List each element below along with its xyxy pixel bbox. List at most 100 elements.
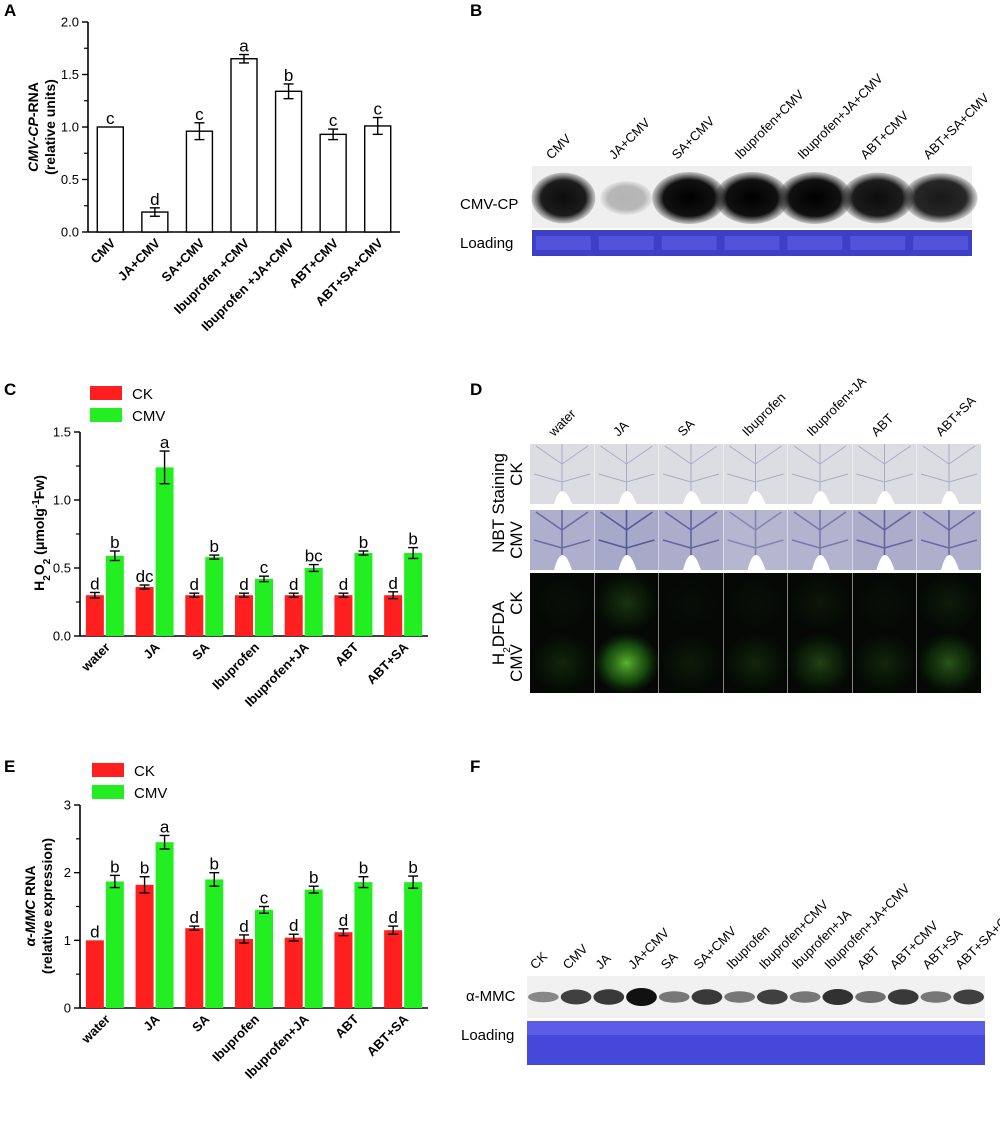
row-label-cmv: CMV <box>507 520 526 558</box>
fluorescence-signal <box>659 633 723 693</box>
blot-band <box>593 989 625 1005</box>
significance-letter: d <box>388 908 397 927</box>
bar-CK <box>334 595 353 636</box>
bar-CMV <box>304 568 323 636</box>
blot-band <box>757 989 788 1005</box>
bar-CK <box>85 595 104 636</box>
leaf-gap <box>876 555 895 570</box>
significance-letter: b <box>284 66 293 85</box>
fluorescence-signal <box>788 573 852 633</box>
blot-band <box>920 991 952 1003</box>
fluorescence-signal <box>594 573 659 633</box>
blot-band <box>715 172 789 224</box>
significance-letter: c <box>195 105 204 124</box>
significance-letter: c <box>329 111 338 130</box>
bar-value <box>230 58 258 233</box>
blot-band <box>560 989 592 1005</box>
significance-letter: b <box>309 868 318 887</box>
blot-band <box>652 172 727 224</box>
bar-CMV <box>105 555 124 636</box>
bar-CMV <box>354 882 373 1008</box>
loading-band <box>527 1021 985 1035</box>
fluorescence-tile <box>852 573 917 633</box>
row-label-ck: CK <box>507 591 526 615</box>
y-tick-label: 0.0 <box>61 225 79 240</box>
leaf-vein <box>533 510 591 570</box>
y-axis-label-part: -1 <box>31 499 42 508</box>
fluorescence-signal <box>530 633 594 693</box>
blot-band <box>822 989 854 1005</box>
bar-CMV <box>255 578 273 636</box>
legend-swatch <box>90 386 122 400</box>
bar-CMV <box>105 881 124 1008</box>
leaf-gap <box>554 491 572 504</box>
group-label-h2dfda-part: 2 <box>502 647 513 653</box>
y-tick-label: 1.0 <box>53 493 71 508</box>
leaf-gap <box>941 555 959 570</box>
blot-band <box>724 991 756 1003</box>
column-label: SA <box>675 416 698 439</box>
significance-letter: d <box>239 575 248 594</box>
bar-CMV <box>205 879 224 1008</box>
loading-lane <box>913 236 968 250</box>
y-tick-label: 0.5 <box>61 172 79 187</box>
column-label: ABT+SA <box>933 393 979 439</box>
group-label-h2dfda: H2DFDA <box>489 600 513 665</box>
lane-label: ABT <box>854 944 883 973</box>
significance-letter: b <box>408 530 417 549</box>
bar-value <box>96 126 124 233</box>
blot-band <box>903 173 978 223</box>
bar-CMV <box>255 909 273 1008</box>
x-tick-label: Ibuprofen <box>209 639 262 692</box>
x-tick-label: CMV <box>87 235 118 266</box>
loading-lane <box>661 236 717 250</box>
significance-letter: d <box>90 922 99 941</box>
significance-letter: d <box>239 917 248 936</box>
loading-lane <box>536 236 591 250</box>
lane-label: JA+CMV <box>606 115 653 162</box>
panel-label-d: D <box>470 380 482 399</box>
x-tick-label: SA <box>189 1011 213 1035</box>
leaf-gap <box>812 491 830 504</box>
bar-CK <box>235 595 253 636</box>
significance-letter: d <box>289 575 298 594</box>
group-label-h2dfda-part: DFDA <box>489 600 508 647</box>
leaf-gap <box>683 555 701 570</box>
lane-label: SA+CMV <box>669 113 718 162</box>
y-axis-label-rest: -RNA <box>25 82 41 117</box>
lane-label: SA <box>658 949 681 972</box>
legend-swatch <box>92 785 124 799</box>
loading-lane <box>598 236 654 250</box>
y-axis-label-part: H <box>31 581 47 591</box>
legend-label: CMV <box>132 408 165 425</box>
lane-label: CMV <box>543 131 574 162</box>
y-axis-label-italic: CMV-CP <box>25 116 41 171</box>
leaf-vein <box>856 510 913 570</box>
y-axis-label: α-MMC RNA <box>22 865 38 946</box>
legend-swatch <box>90 408 122 422</box>
bar-CK <box>135 587 154 636</box>
bar-CK <box>85 940 104 1008</box>
bar-CMV <box>404 882 423 1008</box>
leaf-gap <box>554 555 572 570</box>
blot-band <box>953 989 985 1005</box>
y-tick-label: 1.5 <box>61 67 79 82</box>
leaf-vein <box>920 510 978 570</box>
x-tick-label: JA+CMV <box>115 235 163 283</box>
significance-letter: b <box>210 537 219 556</box>
leaf-gap <box>812 555 830 570</box>
significance-letter: d <box>388 574 397 593</box>
loading-lane <box>724 236 780 250</box>
x-tick-label: ABT <box>332 1011 362 1041</box>
western-blot-b: CMV JA+CMV SA+CMV Ibuprofen+CMVIbuprofen+JA… <box>460 71 992 256</box>
significance-letter: a <box>239 37 249 56</box>
y-tick-label: 1 <box>64 933 71 948</box>
leaf-gap <box>618 491 637 504</box>
bar-CK <box>334 932 353 1008</box>
leaf-vein <box>856 444 913 504</box>
fluorescence-signal <box>852 633 917 693</box>
significance-letter: a <box>160 817 170 836</box>
